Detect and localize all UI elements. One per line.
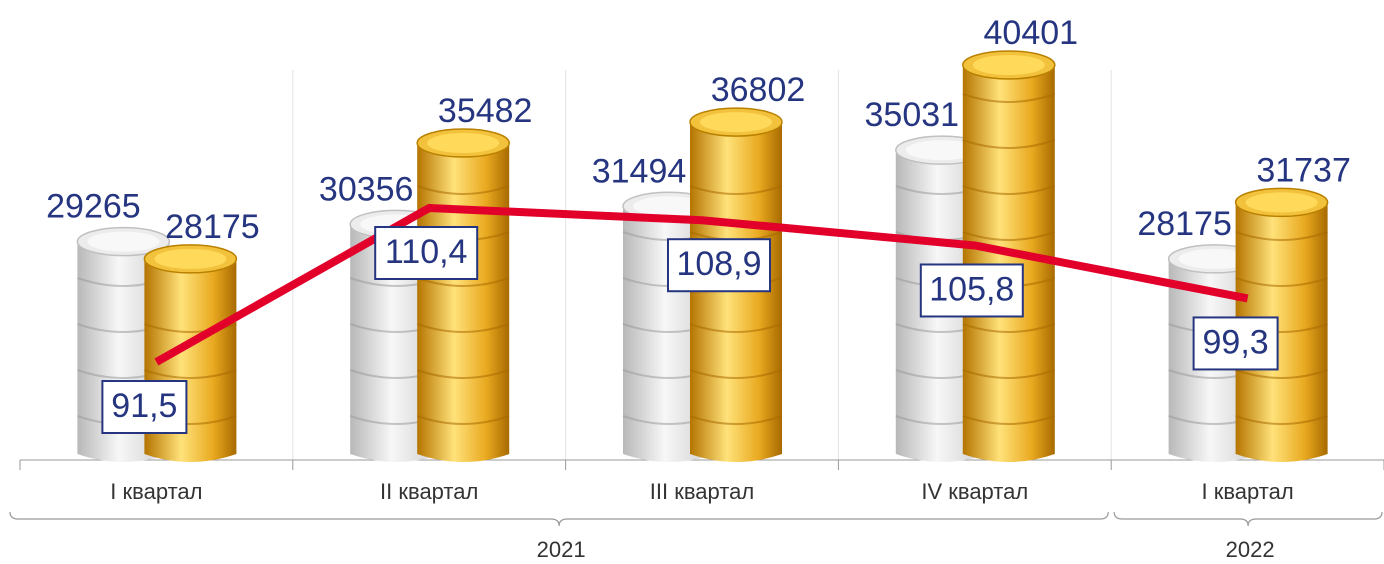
value-label: 91,5 xyxy=(111,387,177,425)
x-tick-label: I квартал xyxy=(1202,479,1294,504)
value-label: 29265 xyxy=(46,188,141,226)
coin-top-inner xyxy=(1246,192,1318,212)
value-label: 110,4 xyxy=(385,233,468,271)
coin-top-inner xyxy=(700,112,772,132)
value-label: 105,8 xyxy=(929,270,1014,308)
coin-stack xyxy=(417,129,509,462)
value-label: 99,3 xyxy=(1203,323,1269,361)
value-label: 35482 xyxy=(438,92,533,130)
value-label: 108,9 xyxy=(676,245,761,283)
year-label: 2022 xyxy=(1226,537,1275,562)
x-tick-label: III квартал xyxy=(650,479,754,504)
coin-top-inner xyxy=(427,133,499,153)
value-label: 31737 xyxy=(1256,151,1351,189)
value-label: 30356 xyxy=(319,170,414,208)
value-label: 28175 xyxy=(1137,205,1232,243)
value-label: 36802 xyxy=(711,71,806,109)
value-label: 40401 xyxy=(984,14,1079,52)
x-tick-label: IV квартал xyxy=(921,479,1028,504)
coin-top-inner xyxy=(87,232,159,252)
value-label: 31494 xyxy=(592,152,687,190)
year-label: 2021 xyxy=(537,537,586,562)
x-tick-label: II квартал xyxy=(380,479,478,504)
value-label: 35031 xyxy=(865,96,960,134)
coin-top-inner xyxy=(154,249,226,269)
year-brace xyxy=(1114,512,1382,526)
year-brace xyxy=(10,512,1108,526)
chart: I квартал 29265 28175 II квартал 30356 35482 I… xyxy=(0,0,1384,564)
coin-top-inner xyxy=(973,55,1045,75)
value-label: 28175 xyxy=(165,208,260,246)
x-tick-label: I квартал xyxy=(110,479,202,504)
